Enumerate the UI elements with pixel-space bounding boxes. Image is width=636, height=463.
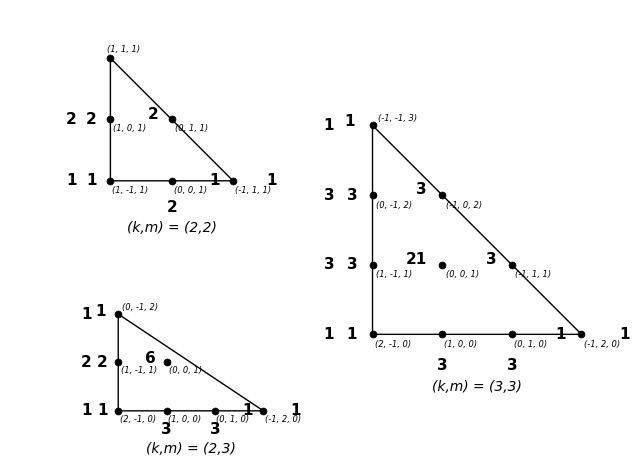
Text: (0, 0, 1): (0, 0, 1): [446, 270, 479, 279]
Text: (1, 0, 0): (1, 0, 0): [168, 415, 201, 424]
Text: (1, 1, 1): (1, 1, 1): [107, 45, 141, 55]
Text: (0, 1, 1): (0, 1, 1): [175, 125, 208, 133]
Text: 3: 3: [506, 357, 517, 373]
Text: (0, 1, 0): (0, 1, 0): [514, 340, 547, 349]
Text: 1: 1: [347, 327, 357, 342]
Text: 3: 3: [416, 182, 427, 197]
Text: 1: 1: [324, 118, 334, 133]
Text: 3: 3: [486, 251, 497, 267]
Text: 3: 3: [347, 257, 357, 272]
Text: (k,m) = (2,3): (k,m) = (2,3): [146, 442, 236, 456]
Text: 1: 1: [266, 173, 277, 188]
Text: 21: 21: [406, 251, 427, 267]
Text: 1: 1: [81, 307, 92, 322]
Text: (2, -1, 0): (2, -1, 0): [375, 340, 411, 349]
Text: (0, -1, 2): (0, -1, 2): [376, 200, 412, 210]
Text: 3: 3: [324, 188, 334, 202]
Text: (-1, 0, 2): (-1, 0, 2): [446, 200, 482, 210]
Text: 1: 1: [242, 403, 252, 419]
Text: (-1, -1, 3): (-1, -1, 3): [378, 113, 417, 123]
Text: (0, 0, 1): (0, 0, 1): [169, 366, 202, 375]
Text: 2: 2: [167, 200, 177, 214]
Text: (1, -1, 1): (1, -1, 1): [121, 366, 157, 375]
Text: (-1, 2, 0): (-1, 2, 0): [584, 340, 619, 349]
Text: 3: 3: [162, 422, 172, 438]
Text: (1, -1, 1): (1, -1, 1): [112, 186, 148, 195]
Text: 2: 2: [66, 112, 77, 127]
Text: 1: 1: [209, 173, 219, 188]
Text: (-1, 1, 1): (-1, 1, 1): [515, 270, 551, 279]
Text: 6: 6: [145, 351, 156, 366]
Text: 2: 2: [81, 355, 92, 370]
Text: 1: 1: [66, 173, 77, 188]
Text: 3: 3: [210, 422, 220, 438]
Text: 1: 1: [556, 327, 566, 342]
Text: (2, -1, 0): (2, -1, 0): [120, 415, 156, 424]
Text: (-1, 1, 1): (-1, 1, 1): [235, 186, 271, 195]
Text: (-1, 2, 0): (-1, 2, 0): [265, 415, 301, 424]
Text: 1: 1: [345, 114, 355, 129]
Text: 2: 2: [148, 107, 158, 122]
Text: (k,m) = (2,2): (k,m) = (2,2): [127, 221, 217, 235]
Text: 1: 1: [290, 403, 300, 419]
Text: (0, 0, 1): (0, 0, 1): [174, 186, 207, 195]
Text: 2: 2: [97, 355, 107, 370]
Text: (0, 1, 0): (0, 1, 0): [216, 415, 249, 424]
Text: (k,m) = (3,3): (k,m) = (3,3): [432, 380, 522, 394]
Text: (0, -1, 2): (0, -1, 2): [122, 303, 158, 312]
Text: 2: 2: [86, 112, 97, 127]
Text: 1: 1: [97, 403, 107, 419]
Text: (1, -1, 1): (1, -1, 1): [376, 270, 412, 279]
Text: 3: 3: [437, 357, 448, 373]
Text: 1: 1: [324, 327, 334, 342]
Text: (1, 0, 0): (1, 0, 0): [445, 340, 478, 349]
Text: 3: 3: [324, 257, 334, 272]
Text: (1, 0, 1): (1, 0, 1): [113, 125, 146, 133]
Text: 1: 1: [95, 304, 106, 319]
Text: 3: 3: [347, 188, 357, 202]
Text: 1: 1: [86, 173, 97, 188]
Text: 1: 1: [620, 327, 630, 342]
Text: 1: 1: [81, 403, 92, 419]
